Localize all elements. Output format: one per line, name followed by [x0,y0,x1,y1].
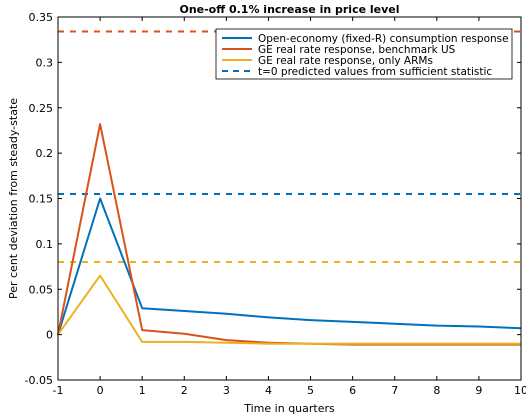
x-axis-title: Time in quarters [243,402,335,415]
x-tick-label: 5 [307,384,314,397]
x-tick-label: 8 [433,384,440,397]
legend-box [215,28,513,80]
y-tick-label: 0.3 [36,56,54,69]
x-tick-label: 6 [349,384,356,397]
y-tick-label: 0.05 [29,283,54,296]
x-tick-label: 7 [391,384,398,397]
series-line-1 [57,123,521,346]
y-tick-label: 0.35 [29,11,54,24]
legend-label: t=0 predicted values from sufficient sta… [258,66,492,78]
legend: Open-economy (fixed-R) consumption respo… [215,28,513,80]
y-tick-label: 0.1 [36,238,54,251]
x-tick-label: 10 [514,384,526,397]
y-tick-label: 0.15 [29,193,54,206]
y-axis-title: Per cent deviation from steady-state [7,98,20,299]
y-tick-label: 0.25 [29,102,54,115]
x-tick-label: 4 [265,384,272,397]
lines-layer [57,30,522,346]
axis-ticks: -1 0 1 2 3 4 5 6 7 8 9 10 -0.05 0 0.05 0.1 0.15 0.2 0.25 0.… [25,11,526,397]
legend-label: GE real rate response, only ARMs [258,55,433,67]
y-tick-label: -0.05 [25,374,53,387]
x-tick-label: 3 [223,384,230,397]
x-tick-label: 9 [475,384,482,397]
x-tick-label: 2 [181,384,188,397]
y-tick-label: 0 [46,329,53,342]
x-tick-label: -1 [53,384,64,397]
legend-label: GE real rate response, benchmark US [258,44,456,56]
x-tick-label: 1 [139,384,146,397]
chart-title: One-off 0.1% increase in price level [179,3,399,16]
series-line-2 [57,274,521,345]
x-tick-label: 0 [97,384,104,397]
legend-label: Open-economy (fixed-R) consumption respo… [258,33,509,45]
series-line-0 [57,197,522,335]
y-tick-label: 0.2 [36,147,54,160]
